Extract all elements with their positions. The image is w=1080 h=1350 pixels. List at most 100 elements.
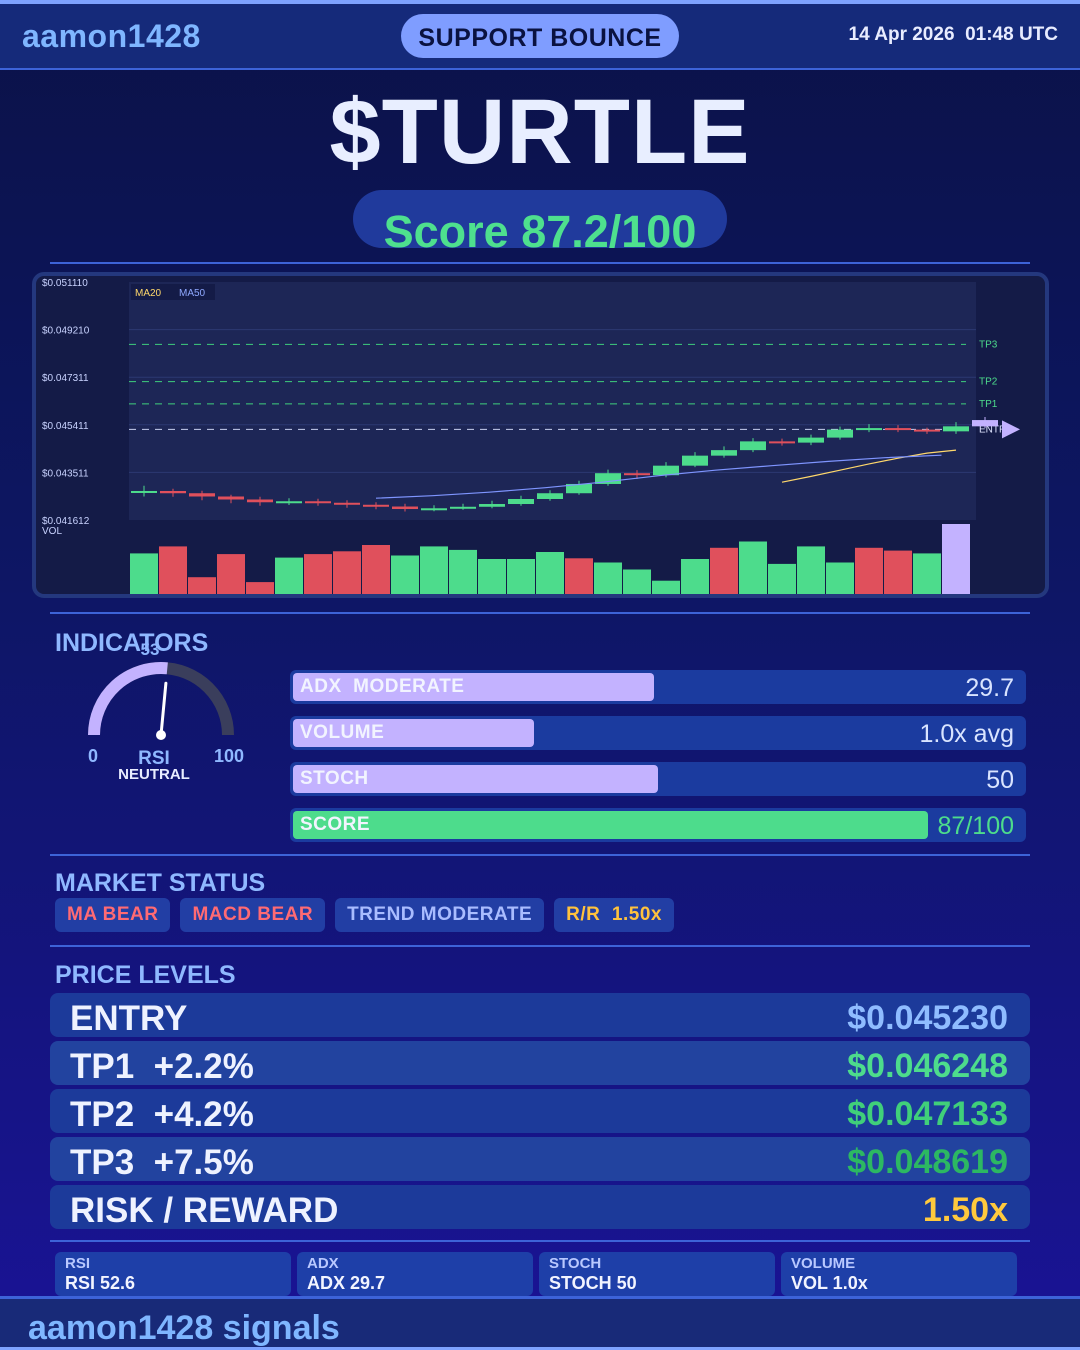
price-level-row: TP2 +4.2% $0.047133 [50,1089,1030,1134]
rsi-gauge-needle [159,681,168,737]
candle-body [885,428,911,431]
volume-bar [565,558,593,594]
rsi-gauge-fill [88,662,168,736]
volume-bar [507,559,535,594]
indicator-bar-label: STOCH [300,768,369,789]
indicator-bar-fill [293,719,534,747]
price-level-row: TP1 +2.2% $0.046248 [50,1041,1030,1086]
volume-bar [797,546,825,594]
price-level-name: TP2 +4.2% [70,1095,254,1134]
divider [50,854,1030,856]
volume-bar [826,562,854,594]
y-tick-label: $0.043511 [42,468,89,479]
candle-body [682,455,708,466]
volume-bar [130,553,158,594]
volume-bar [304,554,332,594]
stat-card: ADX ADX 29.7 [297,1252,533,1296]
volume-bar [333,551,361,594]
volume-bar [739,541,767,594]
indicator-bar-value: 29.7 [965,674,1014,702]
candle-body [624,473,650,476]
candle-body [508,499,534,505]
ma20-line [781,449,957,483]
volume-bar [623,569,651,594]
timestamp: 14 Apr 2026 01:48 UTC [848,24,1058,45]
candle-body [595,473,621,484]
stat-card: STOCH STOCH 50 [539,1252,775,1296]
price-chart: $0.051110 $0.049210 $0.047311 $0.045411 $0.0… [32,272,1049,598]
candle-body [218,496,244,500]
stat-card-value: VOL 1.0x [791,1273,868,1293]
candle-body [363,504,389,507]
candle-body [276,501,302,504]
indicator-bar-value: 1.0x avg [919,720,1014,748]
y-tick-label: $0.045411 [42,421,89,432]
legend-ma50: MA50 [179,288,206,299]
volume-bar [710,547,738,594]
candle-body [566,483,592,494]
level-label: TP1 [979,399,998,410]
rsi-state: NEUTRAL [118,766,190,783]
stat-card: RSI RSI 52.6 [55,1252,291,1296]
divider [50,1240,1030,1242]
price-level-value: 1.50x [922,1191,1008,1229]
volume-bar [362,545,390,594]
volume-bar [681,559,709,594]
volume-bar [478,559,506,594]
y-tick-label: $0.041612 [42,516,90,527]
price-level-value: $0.048619 [847,1143,1008,1181]
candle-body [450,506,476,509]
price-level-value: $0.047133 [847,1095,1008,1133]
indicator-bar-fill [293,811,928,839]
level-label: TP3 [979,339,998,350]
chart-legend-box [131,284,215,300]
candle-body [189,493,215,497]
header-bar: aamon1428 SUPPORT BOUNCE 14 Apr 2026 01:… [0,4,1080,70]
stat-card-value: RSI 52.6 [65,1273,136,1293]
candle-body [914,429,940,432]
divider [50,262,1030,264]
stat-card-label: VOLUME [791,1255,856,1272]
indicator-bar: ADX MODERATE 29.7 [290,670,1026,704]
volume-bar [942,524,970,594]
indicator-bar: SCORE 87/100 [290,808,1026,842]
level-label: ENTRY [979,424,1013,435]
stat-card-value: ADX 29.7 [307,1273,386,1293]
volume-bar [768,563,796,594]
y-tick-label: $0.047311 [42,373,89,384]
volume-bar [884,550,912,594]
stat-card-label: ADX [307,1255,339,1272]
y-tick-label: $0.051110 [42,278,88,289]
volume-bar [855,547,883,594]
indicator-bar-value: 87/100 [937,812,1014,840]
candle-body [856,428,882,431]
stat-card-label: STOCH [549,1255,602,1272]
footer-brand: aamon1428 signals [28,1309,340,1347]
candle-body [972,420,998,427]
status-tag: MA BEAR [55,898,171,932]
level-label: TP2 [979,377,998,388]
ma50-line [375,454,942,499]
volume-bar [188,577,216,594]
volume-label: VOL [42,526,62,537]
rsi-gauge-pivot [156,730,166,740]
volume-bar [913,553,941,594]
indicator-bar: STOCH 50 [290,762,1026,796]
candle-body [798,437,824,443]
rsi-min-label: 0 [88,746,99,766]
candle-body [305,501,331,504]
candle-body [421,508,447,511]
price-level-row: TP3 +7.5% $0.048619 [50,1137,1030,1182]
legend-ma20: MA20 [135,288,162,299]
price-level-name: TP3 +7.5% [70,1143,254,1182]
indicator-bar-label: VOLUME [300,722,385,743]
market-status-tags: MA BEAR MACD BEAR TREND MODERATE R/R 1.50x [55,898,674,932]
candle-body [711,450,737,456]
price-level-value: $0.046248 [847,1047,1008,1085]
candle-body [131,490,157,493]
candle-body [827,429,853,438]
entry-arrow-icon [1002,420,1020,439]
candle-body [334,502,360,505]
volume-bar [159,546,187,594]
rsi-gauge-value: 53 [140,640,160,659]
